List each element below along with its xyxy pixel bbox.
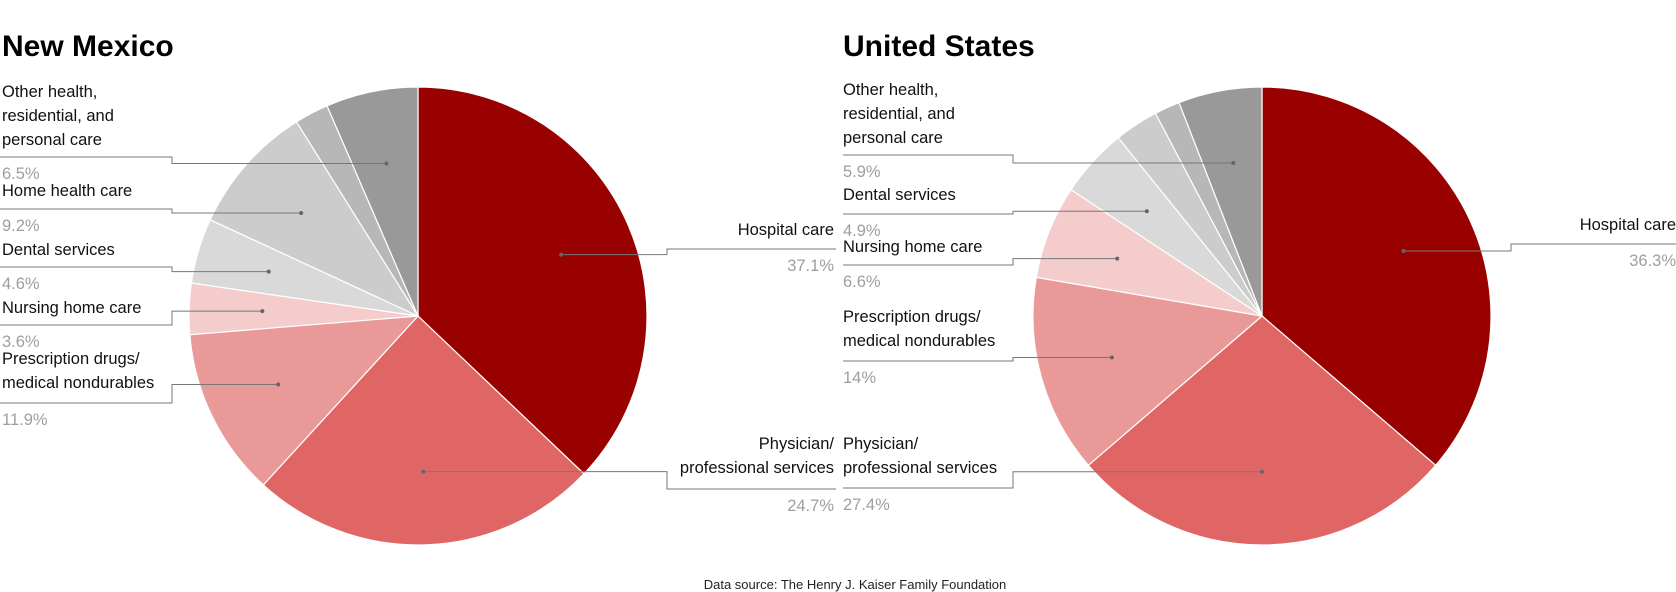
label-other-health-residential-and-personal-care-line-2: residential, and [2,107,114,125]
leader-line-physician-professional-services [843,471,1262,489]
leader-dot-hospital-care [1401,249,1406,254]
label-hospital-care-line-1: Hospital care [1580,216,1676,234]
value-label-nursing-home-care: 6.6% [843,273,881,291]
leader-dot-dental-services [1144,209,1149,214]
label-physician-professional-services-line-1: Physician/ [759,435,835,453]
leader-dot-prescription-drugs-medical-nondurables [1109,355,1114,360]
label-hospital-care-line-1: Hospital care [738,221,834,239]
leader-dot-nursing-home-care [260,309,265,314]
pie-slice-prescription-drugs-medical-nondurables [189,315,420,486]
leader-dot-other-health-residential-and-personal-care [384,161,389,166]
leader-line-nursing-home-care [0,310,263,326]
label-other-health-residential-and-personal-care-line-3: personal care [843,129,943,147]
leader-line-prescription-drugs-medical-nondurables [843,357,1112,362]
chart-title-new-mexico: New Mexico [2,30,174,63]
value-label-prescription-drugs-medical-nondurables: 11.9% [2,411,48,429]
pie-slice-other-health-residential-and-personal-care [326,86,419,317]
value-label-other-health-residential-and-personal-care: 5.9% [843,163,881,181]
leader-line-dental-services [843,210,1147,215]
pie-slice-hospital-care [417,86,648,475]
label-other-health-residential-and-personal-care-line-1: Other health, [2,83,97,101]
label-other-health-residential-and-personal-care-line-2: residential, and [843,105,955,123]
label-dental-services-line-1: Dental services [843,186,956,204]
leader-dot-nursing-home-care [1115,256,1120,261]
label-prescription-drugs-medical-nondurables-line-2: medical nondurables [843,332,995,350]
label-prescription-drugs-medical-nondurables-line-1: Prescription drugs/ [2,350,140,368]
pie-slice-prescription-drugs-medical-nondurables [1032,276,1264,467]
value-label-prescription-drugs-medical-nondurables: 14% [843,369,876,387]
label-physician-professional-services-line-2: professional services [843,459,997,477]
value-label-hospital-care: 36.3% [1629,252,1676,270]
value-label-physician-professional-services: 24.7% [787,497,834,515]
pie-slice-physician-professional-services [262,315,585,546]
data-source-note: Data source: The Henry J. Kaiser Family … [704,577,1007,592]
value-label-physician-professional-services: 27.4% [843,496,890,514]
leader-line-other-health-residential-and-personal-care [843,154,1234,164]
leader-line-dental-services [0,266,269,273]
leader-dot-physician-professional-services [421,469,426,474]
value-label-hospital-care: 37.1% [787,257,834,275]
pie-slice-home-health-care [209,121,420,318]
label-nursing-home-care-line-1: Nursing home care [2,299,141,317]
label-physician-professional-services-line-1: Physician/ [843,435,919,453]
value-label-nursing-home-care: 3.6% [2,333,40,351]
leader-line-hospital-care [1403,243,1676,252]
pie-slice-hospital-care [1261,86,1492,467]
leader-dot-prescription-drugs-medical-nondurables [276,382,281,387]
leader-line-home-health-care [0,208,302,214]
label-prescription-drugs-medical-nondurables-line-2: medical nondurables [2,374,154,392]
leader-line-nursing-home-care [843,258,1118,266]
leader-dot-hospital-care [559,252,564,257]
value-label-other-health-residential-and-personal-care: 6.5% [2,165,40,183]
pie-slice-physician-professional-services [1087,315,1437,546]
label-nursing-home-care-line-1: Nursing home care [843,238,982,256]
pie-slice-other-health-residential-and-personal-care [1178,86,1263,317]
label-prescription-drugs-medical-nondurables-line-1: Prescription drugs/ [843,308,981,326]
label-dental-services-line-1: Dental services [2,241,115,259]
leader-line-other-health-residential-and-personal-care [0,156,387,165]
label-other-health-residential-and-personal-care-line-3: personal care [2,131,102,149]
leader-dot-physician-professional-services [1260,469,1264,474]
pie-chart-united-states: Hospital care 36.3% Physician/professional… [843,81,1676,546]
leader-line-physician-professional-services [423,471,836,490]
label-home-health-care-line-1: Home health care [2,182,132,200]
leader-dot-home-health-care [299,211,304,216]
pie-chart-new-mexico: Hospital care 37.1% Physician/professional… [0,83,836,546]
leader-line-hospital-care [561,248,836,256]
value-label-home-health-care: 9.2% [2,217,40,235]
label-physician-professional-services-line-2: professional services [680,459,834,477]
value-label-dental-services: 4.9% [843,222,881,240]
leader-dot-other-health-residential-and-personal-care [1231,160,1236,165]
label-other-health-residential-and-personal-care-line-1: Other health, [843,81,938,99]
leader-dot-dental-services [266,269,271,274]
value-label-dental-services: 4.6% [2,275,40,293]
chart-title-united-states: United States [843,30,1035,63]
leader-line-prescription-drugs-medical-nondurables [0,384,279,404]
